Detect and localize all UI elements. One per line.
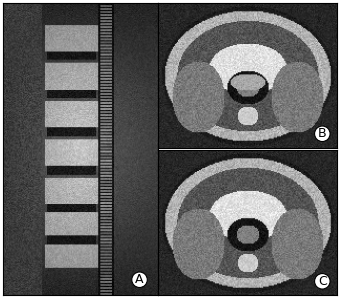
Text: B: B [318,127,327,140]
Text: A: A [135,273,144,286]
Text: C: C [318,275,327,288]
